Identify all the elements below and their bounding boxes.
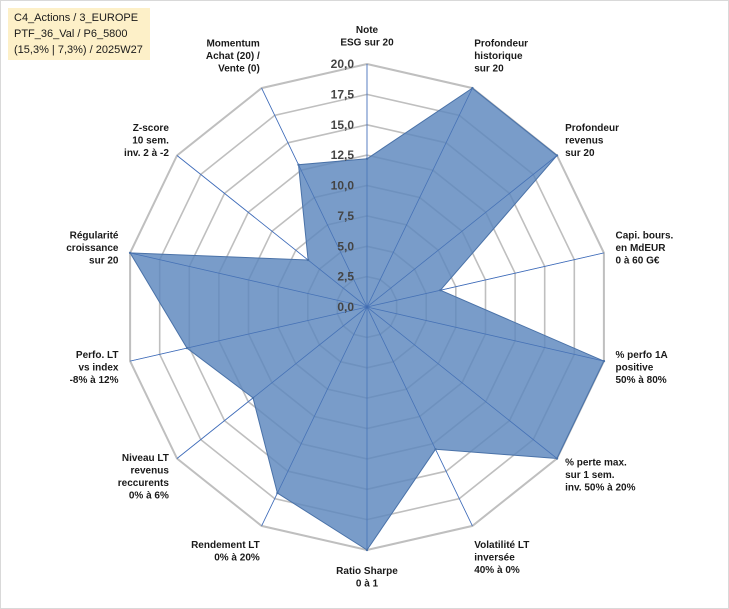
axis-label-line: inv. 2 à -2 [124, 148, 169, 159]
axis-label-10: Perfo. LT vs index -8% à 12% [70, 350, 119, 386]
data-point-9 [251, 396, 255, 400]
axis-label-line: Niveau LT [122, 453, 169, 464]
axis-label-line: % perte max. [565, 458, 627, 469]
axis-label-line: Ratio Sharpe [336, 566, 398, 577]
axis-spoke-overlay-13 [261, 87, 368, 308]
axis-spoke-overlay-8 [261, 306, 368, 527]
data-point-11 [128, 251, 132, 255]
axis-label-line: vs index [78, 363, 118, 374]
axis-label-line: inv. 50% à 20% [565, 483, 636, 494]
axis-label-line: -8% à 12% [70, 375, 119, 386]
axis-label-line: Rendement LT [191, 540, 260, 551]
axis-label-2: Profondeur revenus sur 20 [565, 123, 619, 159]
axis-label-line: Capi. bours. [616, 231, 674, 242]
data-point-13 [297, 163, 300, 166]
data-point-8 [276, 491, 279, 495]
tick-label-3: 7,5 [337, 209, 354, 223]
axis-label-1: Profondeur historique sur 20 [474, 38, 528, 74]
radar-series [128, 64, 606, 552]
tick-label-6: 15,0 [331, 118, 355, 132]
radar-tick-labels: 0,0 2,5 5,0 7,5 10,0 12,5 15,0 17,5 20,0 [331, 57, 355, 314]
data-point-3 [439, 289, 442, 292]
data-point-12 [306, 258, 310, 262]
axis-label-line: Momentum [206, 38, 259, 49]
data-point-2 [555, 154, 559, 157]
axis-label-line: inversée [474, 553, 515, 564]
axis-label-line: sur 20 [89, 256, 119, 267]
axis-label-line: Profondeur [565, 123, 619, 134]
axis-label-line: 10 sem. [132, 135, 169, 146]
axis-label-line: reccurents [118, 478, 170, 489]
axis-spoke-overlay-6 [366, 306, 473, 527]
axis-label-9: Niveau LT revenus reccurents 0% à 6% [118, 453, 170, 502]
axis-label-line: Volatilité LT [474, 540, 529, 551]
axis-spoke-overlay-5 [366, 306, 558, 459]
axis-label-line: sur 20 [565, 148, 595, 159]
axis-spoke-overlay-2 [366, 155, 558, 308]
axis-label-8: Rendement LT 0% à 20% [191, 540, 260, 564]
axis-label-line: 0 à 60 G€ [616, 256, 660, 267]
info-line-1: C4_Actions / 3_EUROPE [14, 12, 139, 24]
data-point-10 [185, 346, 189, 350]
tick-label-7: 17,5 [331, 87, 355, 101]
axis-label-line: historique [474, 51, 523, 62]
axis-spoke-overlay-11 [130, 252, 368, 308]
axis-label-line: en MdEUR [616, 243, 667, 254]
axis-label-6: Volatilité LT inversée 40% à 0% [474, 540, 529, 576]
axis-label-line: croissance [66, 243, 119, 254]
data-point-4 [602, 359, 606, 363]
axis-label-line: sur 1 sem. [565, 470, 615, 481]
axis-label-line: Vente (0) [218, 63, 260, 74]
data-point-7 [365, 548, 369, 552]
data-point-0 [365, 157, 369, 160]
tick-label-0: 0,0 [337, 300, 354, 314]
axis-label-5: % perte max. sur 1 sem. inv. 50% à 20% [565, 458, 636, 494]
axis-label-line: 40% à 0% [474, 565, 520, 576]
radar-axis-labels: Note ESG sur 20 Profondeur historique sur 20… [66, 25, 673, 590]
axis-label-0: Note ESG sur 20 [340, 25, 394, 49]
portfolio-info-box: C4_Actions / 3_EUROPE PTF_36_Val / P6_58… [8, 8, 150, 60]
axis-label-12: Z-score 10 sem. inv. 2 à -2 [124, 123, 169, 159]
tick-label-4: 10,0 [331, 179, 355, 193]
tick-label-1: 2,5 [337, 270, 354, 284]
tick-label-8: 20,0 [331, 57, 355, 71]
axis-label-3: Capi. bours. en MdEUR 0 à 60 G€ [616, 231, 674, 267]
data-point-5 [555, 457, 559, 460]
axis-label-line: revenus [565, 135, 604, 146]
axis-spoke-overlay-10 [130, 306, 368, 362]
axis-label-line: positive [616, 363, 654, 374]
axis-label-line: sur 20 [474, 63, 504, 74]
axis-label-4: % perfo 1A positive 50% à 80% [616, 350, 668, 386]
axis-spoke-overlay-3 [366, 252, 604, 308]
axis-label-line: Perfo. LT [76, 350, 119, 361]
info-line-3: (15,3% | 7,3%) / 2025W27 [14, 44, 143, 56]
axis-spoke-overlay-9 [176, 306, 368, 459]
axis-label-13: Momentum Achat (20) / Vente (0) [206, 38, 260, 74]
axis-label-line: 0% à 20% [214, 553, 260, 564]
axis-spoke-overlay-4 [366, 306, 604, 362]
axis-label-line: Profondeur [474, 38, 528, 49]
axis-label-line: % perfo 1A [616, 350, 668, 361]
info-line-2: PTF_36_Val / P6_5800 [14, 28, 128, 40]
axis-label-11: Régularité croissance sur 20 [66, 231, 119, 267]
axis-spoke-overlay-12 [176, 155, 368, 308]
tick-label-5: 12,5 [331, 148, 355, 162]
axis-label-line: 0 à 1 [356, 579, 379, 590]
axis-label-line: Régularité [70, 231, 119, 242]
axis-label-line: Note [356, 25, 379, 36]
data-point-6 [434, 448, 437, 451]
axis-label-line: Achat (20) / [206, 51, 260, 62]
axis-label-line: 50% à 80% [616, 375, 667, 386]
axis-spoke-overlay-1 [366, 87, 473, 308]
axis-label-line: 0% à 6% [129, 491, 169, 502]
data-point-1 [471, 86, 474, 90]
axis-label-line: Z-score [133, 123, 170, 134]
axis-label-7: Ratio Sharpe 0 à 1 [336, 566, 398, 590]
tick-label-2: 5,0 [337, 239, 354, 253]
axis-label-line: ESG sur 20 [340, 38, 394, 49]
axis-label-line: revenus [131, 466, 170, 477]
